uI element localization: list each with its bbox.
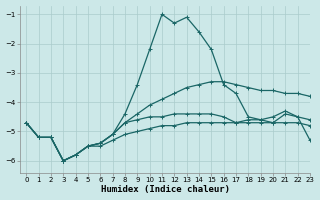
X-axis label: Humidex (Indice chaleur): Humidex (Indice chaleur): [100, 185, 229, 194]
